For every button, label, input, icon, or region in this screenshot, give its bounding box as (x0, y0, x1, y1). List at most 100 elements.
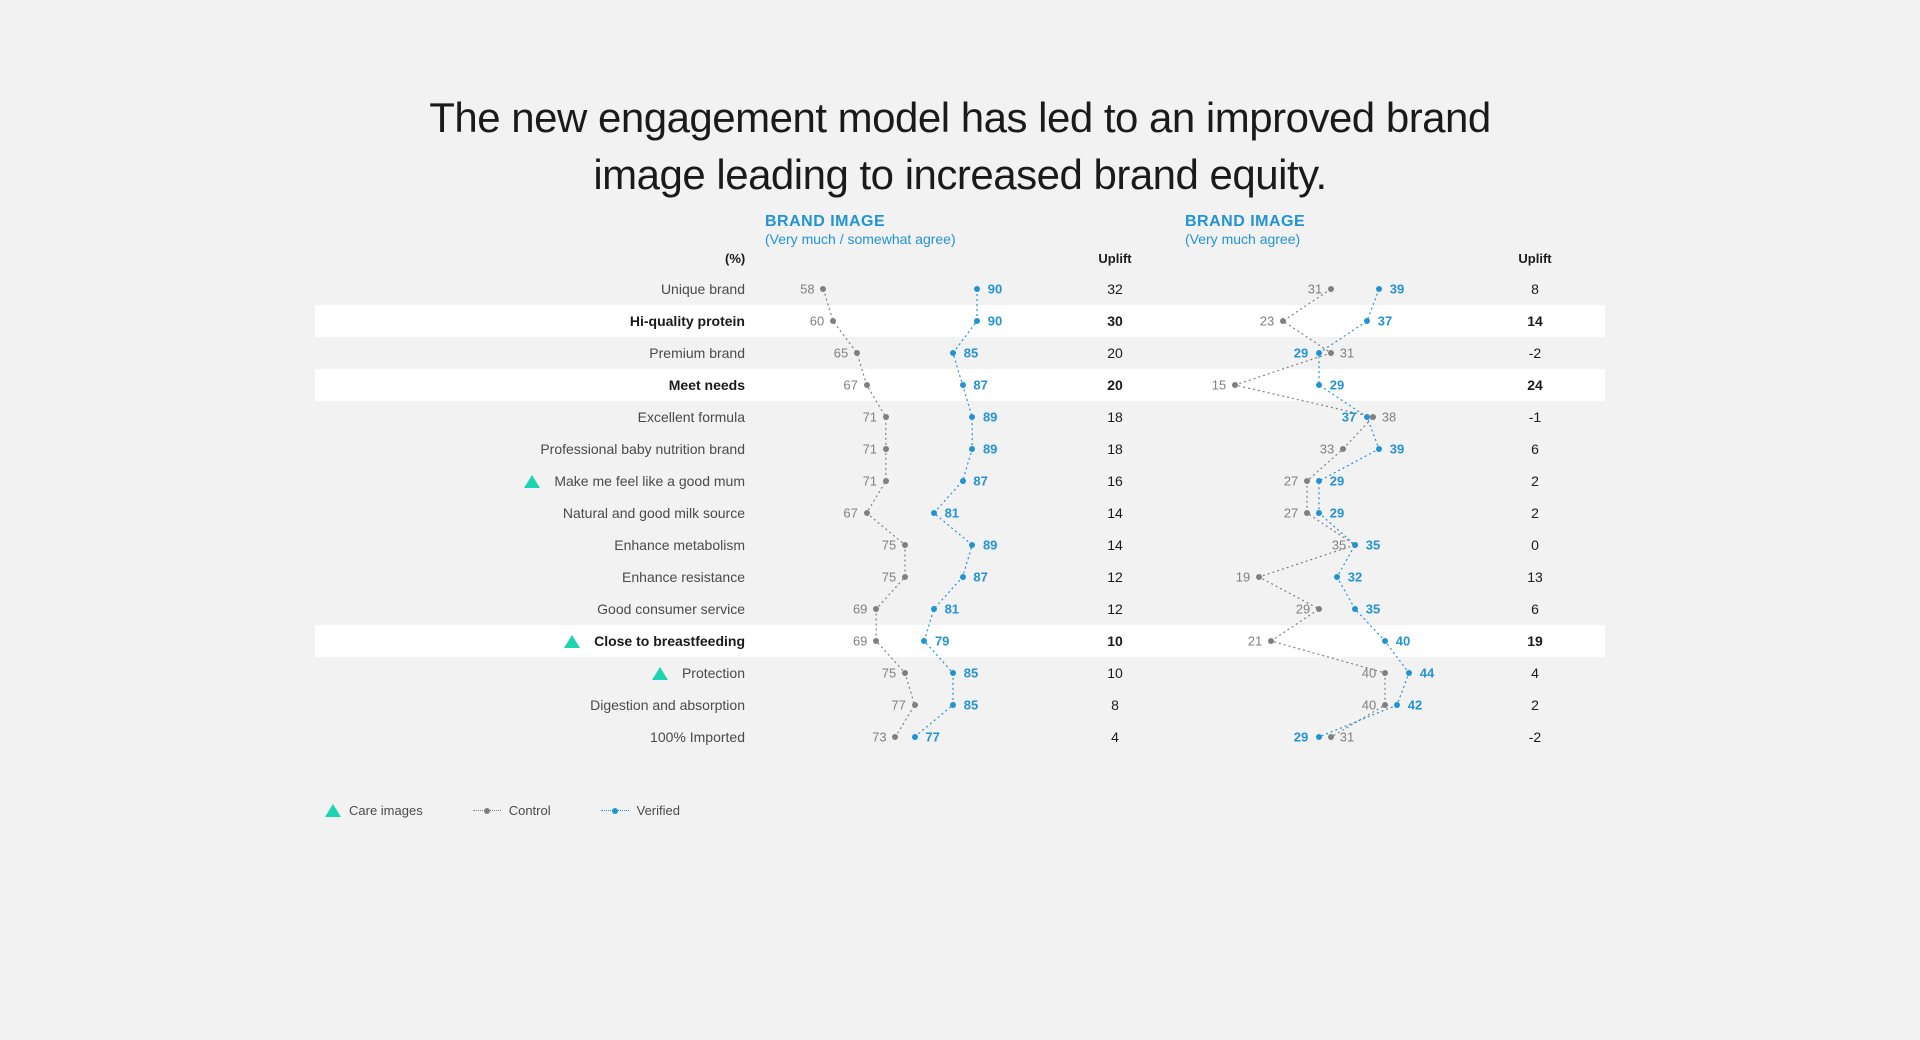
chart-col-1: 7589 (765, 529, 1045, 561)
point-verified (1316, 478, 1322, 484)
row-label-text: Natural and good milk source (563, 505, 745, 521)
point-verified (921, 638, 927, 644)
value-control: 40 (1362, 698, 1376, 713)
row-label-text: Meet needs (669, 377, 745, 393)
row-label: Close to breastfeeding (315, 633, 765, 649)
row-label: Make me feel like a good mum (315, 473, 765, 489)
point-control (1340, 446, 1346, 452)
uplift-value-1: 12 (1045, 601, 1185, 617)
value-control: 35 (1332, 538, 1346, 553)
section-header-2: BRAND IMAGE (Very much agree) (1185, 213, 1305, 247)
point-control (1268, 638, 1274, 644)
point-control (1328, 350, 1334, 356)
point-control (864, 510, 870, 516)
value-control: 40 (1362, 666, 1376, 681)
triangle-icon (564, 635, 580, 648)
table-row: Excellent formula7189183837-1 (315, 401, 1605, 433)
value-control: 31 (1308, 282, 1322, 297)
chart-col-2: 2140 (1185, 625, 1465, 657)
point-control (902, 574, 908, 580)
table-row: Meet needs678720152924 (315, 369, 1605, 401)
uplift-header-1: Uplift (1045, 251, 1185, 266)
point-control (1304, 478, 1310, 484)
uplift-value-2: -1 (1465, 409, 1605, 425)
point-verified (969, 542, 975, 548)
value-verified: 79 (935, 634, 949, 649)
point-verified (950, 670, 956, 676)
value-verified: 37 (1342, 410, 1356, 425)
legend-control: Control (473, 803, 551, 818)
value-control: 67 (843, 378, 857, 393)
value-verified: 81 (945, 602, 959, 617)
row-label: Digestion and absorption (315, 697, 765, 713)
row-label-text: Close to breastfeeding (594, 633, 745, 649)
point-control (1382, 702, 1388, 708)
value-control: 27 (1284, 506, 1298, 521)
legend: Care images Control Verified (315, 803, 1605, 818)
point-control (854, 350, 860, 356)
page-title: The new engagement model has led to an i… (0, 90, 1920, 203)
legend-control-label: Control (509, 803, 551, 818)
value-control: 67 (843, 506, 857, 521)
value-verified: 42 (1408, 698, 1422, 713)
row-label-text: Professional baby nutrition brand (540, 441, 745, 457)
chart-col-1: 7377 (765, 721, 1045, 753)
point-control (912, 702, 918, 708)
triangle-icon (652, 667, 668, 680)
title-line-1: The new engagement model has led to an i… (429, 94, 1491, 141)
legend-care-label: Care images (349, 803, 423, 818)
point-verified (960, 574, 966, 580)
chart-col-1: 7187 (765, 465, 1045, 497)
chart-col-2: 4044 (1185, 657, 1465, 689)
triangle-icon (524, 475, 540, 488)
point-control (1382, 670, 1388, 676)
point-verified (1352, 606, 1358, 612)
point-verified (1316, 350, 1322, 356)
legend-verified: Verified (601, 803, 680, 818)
row-label-text: Hi-quality protein (630, 313, 745, 329)
uplift-value-1: 14 (1045, 537, 1185, 553)
uplift-value-1: 16 (1045, 473, 1185, 489)
row-label-text: Protection (682, 665, 745, 681)
value-control: 31 (1340, 730, 1354, 745)
value-verified: 35 (1366, 538, 1380, 553)
point-verified (950, 350, 956, 356)
point-verified (1376, 446, 1382, 452)
chart-col-2: 3139 (1185, 273, 1465, 305)
uplift-value-2: 2 (1465, 697, 1605, 713)
chart-col-1: 5890 (765, 273, 1045, 305)
row-label: Premium brand (315, 345, 765, 361)
value-verified: 77 (925, 730, 939, 745)
value-verified: 29 (1294, 730, 1308, 745)
chart-col-1: 6585 (765, 337, 1045, 369)
chart-col-2: 1932 (1185, 561, 1465, 593)
point-control (873, 606, 879, 612)
page-container: The new engagement model has led to an i… (0, 0, 1920, 1040)
point-control (1328, 286, 1334, 292)
point-verified (931, 606, 937, 612)
table-row: Enhance metabolism75891435350 (315, 529, 1605, 561)
uplift-value-2: 2 (1465, 505, 1605, 521)
uplift-value-2: 0 (1465, 537, 1605, 553)
chart-col-1: 6781 (765, 497, 1045, 529)
chart-rows: Unique brand58903231398Hi-quality protei… (315, 273, 1605, 753)
point-control (883, 414, 889, 420)
chart-col-1: 6090 (765, 305, 1045, 337)
section-title-2: BRAND IMAGE (1185, 213, 1305, 231)
value-verified: 37 (1378, 314, 1392, 329)
table-row: Professional baby nutrition brand7189183… (315, 433, 1605, 465)
uplift-value-2: 6 (1465, 441, 1605, 457)
value-verified: 89 (983, 410, 997, 425)
uplift-header-2: Uplift (1465, 251, 1605, 266)
uplift-value-1: 10 (1045, 665, 1185, 681)
point-verified (1364, 318, 1370, 324)
uplift-value-2: 8 (1465, 281, 1605, 297)
chart-col-1: 6787 (765, 369, 1045, 401)
table-row: Enhance resistance758712193213 (315, 561, 1605, 593)
uplift-value-2: -2 (1465, 345, 1605, 361)
point-control (1328, 734, 1334, 740)
value-control: 21 (1248, 634, 1262, 649)
chart-col-2: 3129 (1185, 337, 1465, 369)
table-row: Close to breastfeeding697910214019 (315, 625, 1605, 657)
row-label: Meet needs (315, 377, 765, 393)
